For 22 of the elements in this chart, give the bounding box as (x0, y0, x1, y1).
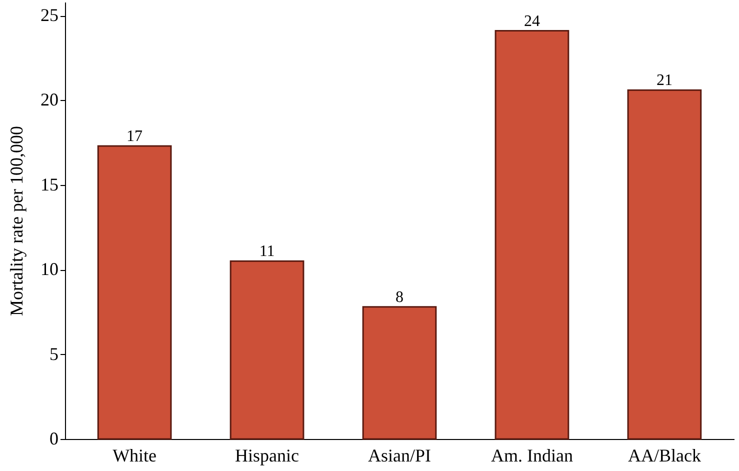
y-tick-label: 10 (40, 259, 58, 280)
x-tick-label: Hispanic (235, 446, 300, 466)
bar (230, 260, 304, 440)
y-tick-label: 25 (40, 5, 58, 26)
y-tick-label: 5 (50, 344, 58, 364)
x-tick-label: AA/Black (628, 446, 701, 466)
data-label: 24 (524, 12, 540, 30)
y-tick-label: 15 (40, 174, 58, 194)
bar (362, 306, 437, 440)
x-tick-label: Asian/PI (368, 446, 432, 466)
bar (627, 89, 702, 440)
data-label: 11 (259, 243, 275, 260)
data-label: 8 (396, 288, 404, 306)
y-tick-label: 0 (50, 428, 58, 448)
x-tick-label: Am. Indian (490, 446, 573, 466)
bar (97, 145, 172, 440)
data-label: 21 (656, 72, 672, 90)
bar (494, 30, 570, 440)
y-axis-title: Mortality rate per 100,000 (6, 126, 26, 316)
y-tick-label: 20 (40, 90, 58, 110)
data-label: 17 (126, 128, 143, 145)
x-tick-label: White (112, 446, 157, 466)
